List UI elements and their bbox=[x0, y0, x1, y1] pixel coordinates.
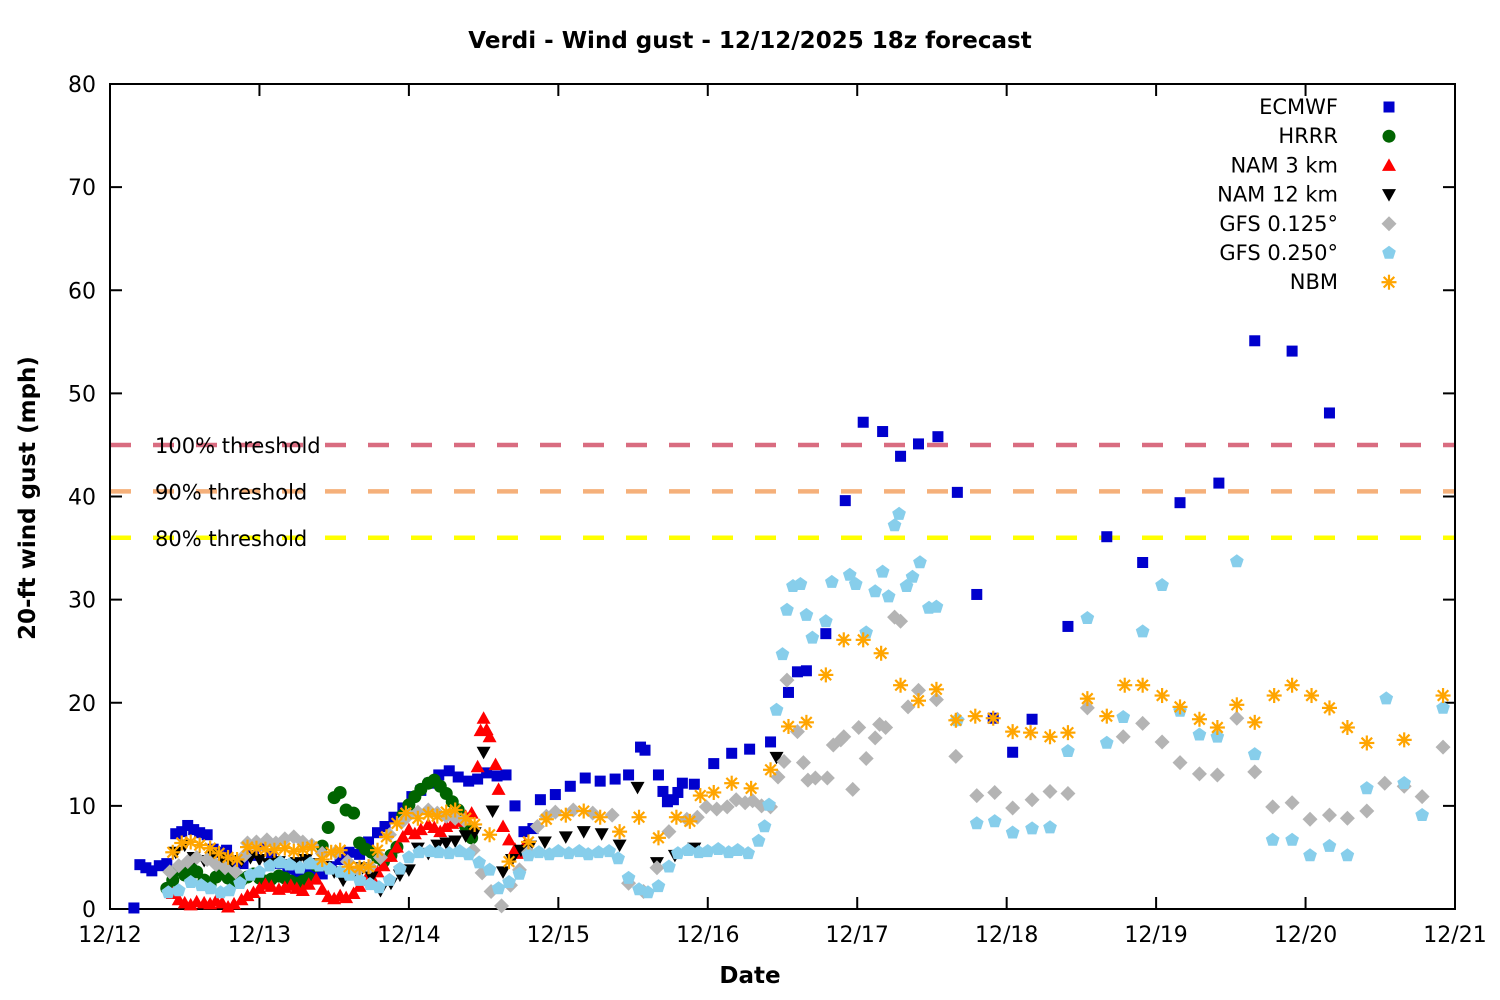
svg-text:GFS 0.125°: GFS 0.125° bbox=[1219, 212, 1338, 236]
svg-text:12/16: 12/16 bbox=[676, 923, 739, 948]
threshold-label: 90% threshold bbox=[155, 480, 307, 504]
svg-text:NAM 12 km: NAM 12 km bbox=[1217, 183, 1338, 207]
svg-text:12/19: 12/19 bbox=[1124, 923, 1187, 948]
svg-text:40: 40 bbox=[68, 486, 96, 511]
svg-text:20: 20 bbox=[68, 692, 96, 717]
svg-text:12/20: 12/20 bbox=[1274, 923, 1337, 948]
series-nbm bbox=[165, 632, 1451, 876]
svg-text:HRRR: HRRR bbox=[1278, 124, 1338, 148]
svg-text:12/13: 12/13 bbox=[228, 923, 291, 948]
svg-text:70: 70 bbox=[68, 176, 96, 201]
svg-text:ECMWF: ECMWF bbox=[1259, 95, 1338, 119]
svg-text:80% threshold: 80% threshold bbox=[155, 527, 307, 551]
svg-text:12/14: 12/14 bbox=[377, 923, 440, 948]
threshold-lines bbox=[110, 442, 1455, 540]
svg-text:NAM 3 km: NAM 3 km bbox=[1230, 153, 1338, 177]
svg-text:50: 50 bbox=[68, 382, 96, 407]
svg-text:30: 30 bbox=[68, 589, 96, 614]
svg-text:12/15: 12/15 bbox=[527, 923, 590, 948]
svg-text:60: 60 bbox=[68, 279, 96, 304]
threshold-label: 100% threshold bbox=[155, 434, 321, 458]
svg-text:12/12: 12/12 bbox=[78, 923, 141, 948]
axes: 0 10 20 30 40 50 60 70 80 12/12 12/13 12/14 12/15 12/… bbox=[68, 73, 1487, 948]
svg-text:0: 0 bbox=[82, 898, 96, 923]
svg-text:12/21: 12/21 bbox=[1423, 923, 1486, 948]
series-ecmwf bbox=[128, 335, 1335, 914]
svg-text:100% threshold: 100% threshold bbox=[155, 434, 321, 458]
svg-text:90% threshold: 90% threshold bbox=[155, 480, 307, 504]
svg-text:12/17: 12/17 bbox=[826, 923, 889, 948]
svg-text:10: 10 bbox=[68, 795, 96, 820]
y-axis-title: 20-ft wind gust (mph) bbox=[15, 356, 41, 640]
svg-text:NBM: NBM bbox=[1290, 270, 1338, 294]
svg-text:GFS 0.250°: GFS 0.250° bbox=[1219, 241, 1338, 265]
legend: ECMWF HRRR NAM 3 km NAM 12 km GFS 0.125° GFS … bbox=[1217, 95, 1397, 294]
chart-title: Verdi - Wind gust - 12/12/2025 18z forec… bbox=[468, 28, 1032, 54]
threshold-label: 80% threshold bbox=[155, 527, 307, 551]
x-axis-title: Date bbox=[719, 963, 781, 989]
svg-text:80: 80 bbox=[68, 73, 96, 98]
series-gfs-0-250- bbox=[161, 506, 1450, 899]
svg-text:12/18: 12/18 bbox=[975, 923, 1038, 948]
